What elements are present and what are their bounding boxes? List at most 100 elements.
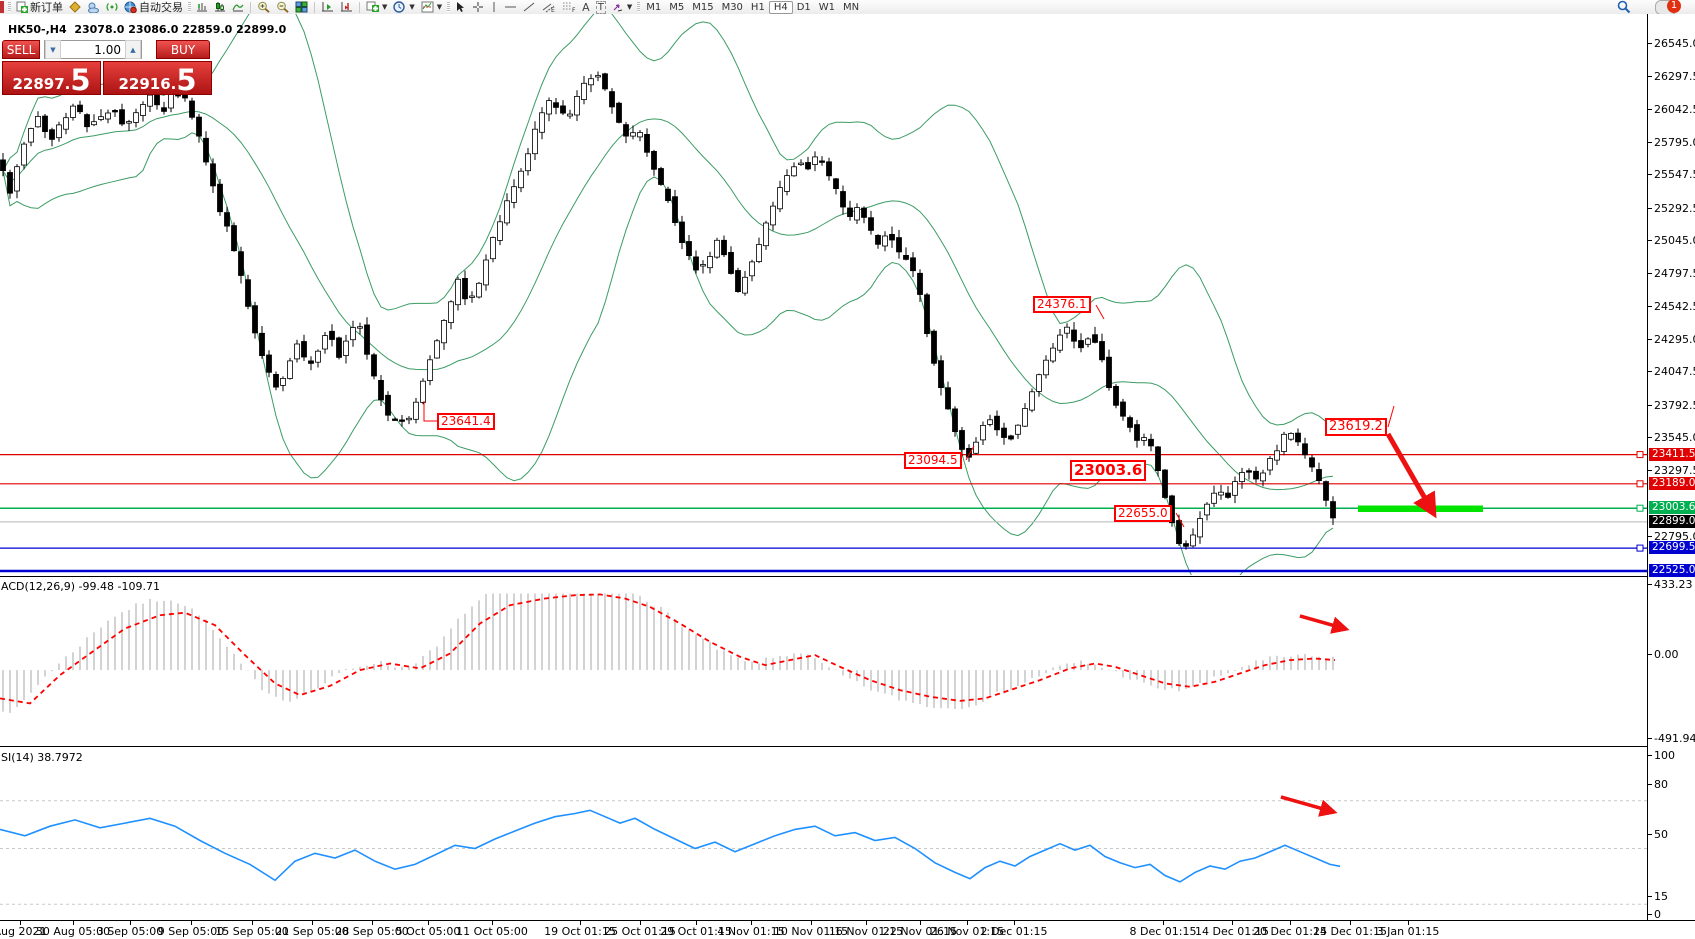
macd-pane-canvas[interactable] bbox=[0, 577, 1648, 745]
pane-separator[interactable] bbox=[0, 576, 1648, 577]
rsi-tick-label: 15 bbox=[1654, 890, 1668, 903]
signals-icon bbox=[106, 3, 118, 11]
autotrade-button[interactable]: 自动交易 bbox=[121, 1, 186, 14]
timeframe-m30[interactable]: M30 bbox=[721, 1, 743, 13]
sell-button[interactable]: SELL bbox=[2, 40, 40, 59]
price-line-badge[interactable]: 23003.6 bbox=[1649, 501, 1695, 515]
support-zone-bar[interactable] bbox=[1358, 505, 1483, 513]
main-trend-arrow[interactable] bbox=[1385, 432, 1437, 519]
time-tick-label: 3 Sep 05:00 bbox=[96, 925, 164, 938]
price-line-badge[interactable]: 22525.0 bbox=[1649, 564, 1695, 578]
price-callout[interactable]: 22655.0 bbox=[1114, 505, 1172, 523]
price-tick-label: 23545.0 bbox=[1654, 431, 1695, 445]
price-line-badge[interactable]: 22899.0 bbox=[1649, 514, 1695, 528]
time-tick bbox=[252, 921, 253, 925]
timeframe-w1[interactable]: W1 bbox=[818, 1, 836, 13]
candlestick-chart-button[interactable] bbox=[211, 1, 229, 14]
timeframe-d1[interactable]: D1 bbox=[796, 1, 811, 13]
tile-windows-icon bbox=[295, 1, 308, 13]
volume-value[interactable]: 1.00 bbox=[94, 42, 121, 57]
price-tick-label: 22795.0 bbox=[1654, 529, 1695, 543]
ohlc-values: 23078.0 23086.0 22859.0 22899.0 bbox=[74, 23, 287, 36]
hline-icon bbox=[505, 6, 517, 8]
autotrade-label: 自动交易 bbox=[139, 0, 183, 14]
time-tick bbox=[20, 921, 21, 925]
toolbar: 新订单 自动交易 ▼ ▼ bbox=[0, 0, 1695, 15]
rsi-tick-label: 80 bbox=[1654, 778, 1668, 791]
search-button[interactable] bbox=[1617, 0, 1631, 17]
price-axis[interactable]: 26545.0 26297.5 26042.5 25795.0 25547.5 25292… bbox=[1647, 14, 1695, 921]
timeframe-mn[interactable]: MN bbox=[843, 1, 860, 13]
price-tick bbox=[1648, 535, 1652, 537]
price-callout[interactable]: 23003.6 bbox=[1070, 460, 1147, 481]
indicators-button[interactable]: ▼ bbox=[363, 1, 390, 14]
zoom-out-button[interactable] bbox=[273, 1, 292, 14]
profile-button[interactable] bbox=[66, 1, 84, 14]
price-tick bbox=[1648, 75, 1652, 77]
rsi-tick-label: 0 bbox=[1654, 908, 1661, 921]
price-tick bbox=[1648, 240, 1652, 242]
price-callout[interactable]: 23094.5 bbox=[904, 452, 962, 470]
macd-label: ACD(12,26,9) -99.48 -109.71 bbox=[1, 580, 160, 593]
pane-separator[interactable] bbox=[0, 746, 1648, 747]
price-line-badge[interactable]: 23189.0 bbox=[1649, 476, 1695, 490]
new-order-button[interactable]: 新订单 bbox=[13, 1, 66, 14]
rsi-label: SI(14) 38.7972 bbox=[1, 751, 83, 764]
volume-down-button[interactable]: ▼ bbox=[45, 40, 61, 59]
auto-scroll-button[interactable] bbox=[318, 1, 337, 14]
rsi-pane-canvas[interactable] bbox=[0, 747, 1648, 920]
text-label-button[interactable]: T bbox=[593, 0, 609, 14]
crosshair-button[interactable] bbox=[469, 1, 487, 14]
horizontal-line-button[interactable] bbox=[501, 1, 520, 14]
timeframe-m15[interactable]: M15 bbox=[692, 1, 714, 13]
cursor-button[interactable] bbox=[452, 1, 469, 14]
community-button[interactable] bbox=[84, 1, 103, 14]
line-chart-button[interactable] bbox=[229, 1, 247, 14]
bar-chart-button[interactable] bbox=[193, 1, 211, 14]
macd-tick bbox=[1648, 584, 1652, 585]
price-tick-label: 25045.0 bbox=[1654, 234, 1695, 248]
text-button[interactable]: A bbox=[579, 1, 593, 14]
timeframe-h4[interactable]: H4 bbox=[768, 0, 793, 14]
periods-button[interactable]: ▼ bbox=[390, 0, 417, 14]
buy-button[interactable]: BUY bbox=[156, 40, 210, 59]
vertical-line-button[interactable] bbox=[487, 1, 501, 14]
time-tick bbox=[312, 921, 313, 925]
price-callout[interactable]: 23619.2 bbox=[1325, 418, 1387, 437]
zoom-group bbox=[254, 0, 311, 14]
sell-price-display[interactable]: 22897. 5 bbox=[2, 61, 101, 95]
arrows-button[interactable]: ▼ bbox=[609, 1, 635, 14]
time-tick bbox=[130, 921, 131, 925]
equidistant-channel-button[interactable]: E bbox=[539, 1, 559, 14]
tile-windows-button[interactable] bbox=[292, 1, 311, 14]
sell-price-dot: . bbox=[64, 75, 71, 93]
templates-button[interactable]: ▼ bbox=[418, 1, 445, 14]
timeframe-m1[interactable]: M1 bbox=[646, 1, 662, 13]
time-tick-label: 3 Jan 01:15 bbox=[1376, 925, 1440, 938]
notification-badge[interactable]: 1 bbox=[1667, 0, 1681, 13]
price-tick bbox=[1648, 43, 1652, 44]
price-tick-label: 24797.5 bbox=[1654, 266, 1695, 280]
arrows-icon bbox=[613, 4, 622, 12]
timeframe-h1[interactable]: H1 bbox=[750, 1, 765, 13]
new-order-icon bbox=[16, 1, 28, 13]
price-line-badge[interactable]: 23411.5 bbox=[1649, 447, 1695, 461]
buy-price-display[interactable]: 22916. 5 bbox=[103, 61, 212, 95]
fibonacci-button[interactable]: F bbox=[559, 1, 579, 14]
volume-up-button[interactable]: ▲ bbox=[125, 40, 141, 59]
main-chart-canvas[interactable] bbox=[0, 14, 1648, 575]
trendline-button[interactable] bbox=[520, 1, 539, 14]
time-tick-label: 9 Sep 05:00 bbox=[157, 925, 225, 938]
templates-icon bbox=[421, 1, 434, 13]
price-callout[interactable]: 23641.4 bbox=[437, 413, 495, 431]
price-line-badge[interactable]: 22699.5 bbox=[1649, 541, 1695, 555]
chart-shift-button[interactable] bbox=[337, 1, 356, 14]
signals-button[interactable] bbox=[103, 1, 121, 14]
price-tick-label: 25547.5 bbox=[1654, 168, 1695, 182]
time-tick bbox=[866, 921, 867, 925]
timeframe-m5[interactable]: M5 bbox=[669, 1, 685, 13]
zoom-in-button[interactable] bbox=[254, 1, 273, 14]
time-tick bbox=[967, 921, 968, 925]
price-callout[interactable]: 24376.1 bbox=[1033, 296, 1091, 314]
